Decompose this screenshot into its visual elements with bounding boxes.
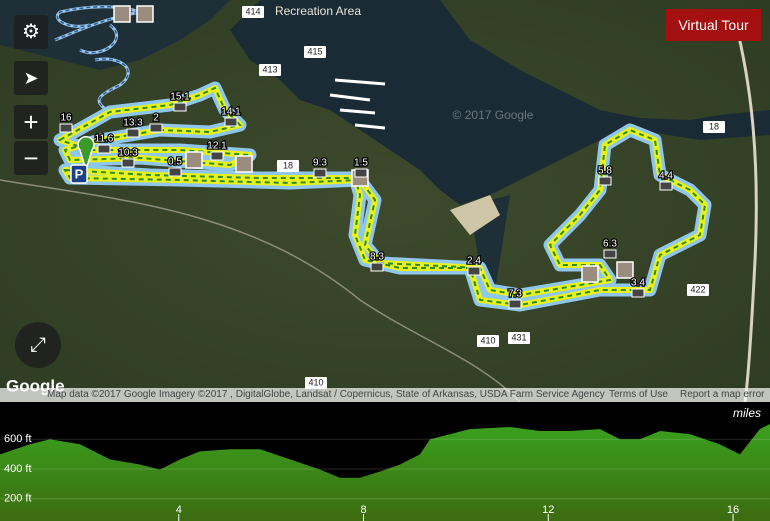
photo-icon [185, 151, 203, 169]
trail-marker: 3.4 [631, 278, 645, 289]
labels: Recreation Area © 2017 Google 414 415 413 18 1… [59, 4, 725, 389]
road-label: 410 [308, 377, 323, 387]
y-tick-label: 400 ft [4, 463, 32, 475]
marker-arrow [168, 167, 182, 177]
elevation-area [0, 424, 770, 521]
attribution-bar: Map data ©2017 Google Imagery ©2017 , Di… [0, 388, 770, 402]
marker-arrow [121, 158, 135, 168]
road-shield [477, 335, 499, 347]
virtual-tour-button[interactable]: Virtual Tour [666, 9, 761, 41]
elevation-profile: miles 600 ft 400 ft 200 ft 4 8 12 16 [0, 402, 770, 521]
marker-arrow [631, 288, 645, 298]
trail-marker: 5.8 [598, 166, 612, 177]
marker-arrow [59, 123, 73, 133]
marker-arrow [173, 102, 187, 112]
trail-marker: 8.3 [370, 252, 384, 263]
zoom-in-button[interactable]: + [14, 105, 48, 139]
photo-icon [581, 265, 599, 283]
photo-icon [113, 5, 131, 23]
x-tick-label: 8 [360, 504, 366, 516]
marker-arrow [126, 128, 140, 138]
map: Recreation Area © 2017 Google 414 415 413 18 1… [0, 0, 770, 402]
road-shield [242, 6, 264, 18]
photo-icon [616, 261, 634, 279]
dam [450, 195, 500, 235]
marker-arrow [467, 266, 481, 276]
trail-marker: 11.6 [95, 134, 114, 145]
parking-label: P [75, 166, 84, 181]
trail-marker: 9.3 [313, 158, 327, 169]
marker-arrow [313, 168, 327, 178]
photo-icon [235, 155, 253, 173]
road-label: 422 [690, 284, 705, 294]
attribution: Map data ©2017 Google Imagery ©2017 , Di… [47, 389, 605, 400]
trail-marker: 7.3 [508, 289, 522, 300]
x-unit: miles [733, 406, 761, 420]
x-tick-label: 16 [727, 504, 739, 516]
highway [733, 19, 758, 402]
marker-arrow [97, 144, 111, 154]
parking-sign [70, 164, 88, 184]
photo-icon [136, 5, 154, 23]
trail-dash [57, 86, 254, 167]
x-tick-label: 4 [176, 504, 182, 516]
trail-marker: 12.1 [207, 141, 227, 152]
locate-button[interactable]: ➤ [14, 61, 48, 95]
marker-arrow [598, 176, 612, 186]
trail-marker: 2.4 [467, 256, 481, 267]
place-label: Recreation Area [275, 4, 361, 18]
trail-marker: 6.3 [603, 239, 617, 250]
marker-arrow [603, 249, 617, 259]
marina [329, 78, 386, 130]
road-shield [703, 121, 725, 133]
trail-marker: 0.5 [168, 157, 182, 168]
secondary-trail [79, 24, 118, 54]
marker-arrow [354, 168, 368, 178]
road-label: 431 [511, 332, 526, 342]
road-label: 414 [245, 6, 260, 16]
trail-marker: 4.4 [659, 171, 673, 182]
marker-arrow [224, 117, 238, 127]
road-label: 415 [307, 46, 322, 56]
watermark: © 2017 Google [453, 108, 534, 122]
report-link[interactable]: Report a map error [680, 389, 765, 400]
road-label: 410 [480, 335, 495, 345]
trail-marker: 13.3 [123, 118, 143, 129]
road-shield [259, 64, 281, 76]
marker-arrow [210, 151, 224, 161]
trail-marker: 15.1 [170, 92, 190, 103]
marker-arrow [370, 262, 384, 272]
secondary-trail [54, 6, 143, 41]
trail-marker: 16 [60, 113, 72, 124]
x-tick-label: 12 [542, 504, 554, 516]
road-shield [687, 284, 709, 296]
start-pin [77, 135, 95, 173]
trail-marker: 2 [153, 113, 159, 124]
marker-arrow [149, 123, 163, 133]
zoom-out-button[interactable]: − [14, 141, 48, 175]
y-tick-label: 200 ft [4, 493, 32, 505]
trail-marker: 14.1 [221, 107, 241, 118]
road [0, 179, 521, 402]
y-tick-label: 600 ft [4, 433, 32, 445]
road-label: 18 [283, 160, 293, 170]
lake [230, 0, 770, 205]
road-shield [508, 332, 530, 344]
terms-link[interactable]: Terms of Use [609, 389, 668, 400]
trail-marker: 1.5 [354, 158, 368, 169]
marker-arrow [659, 181, 673, 191]
trail-dash [63, 128, 707, 307]
road-shield [304, 46, 326, 58]
settings-button[interactable]: ⚙ [14, 15, 48, 49]
road-shield [277, 160, 299, 172]
road-label: 413 [262, 64, 277, 74]
secondary-trail [94, 57, 130, 114]
marker-arrow [508, 299, 522, 309]
trail-marker: 10.3 [118, 148, 138, 159]
road-label: 18 [709, 121, 719, 131]
fullscreen-button[interactable]: ⤢ [15, 322, 61, 368]
road-shield [305, 377, 327, 389]
